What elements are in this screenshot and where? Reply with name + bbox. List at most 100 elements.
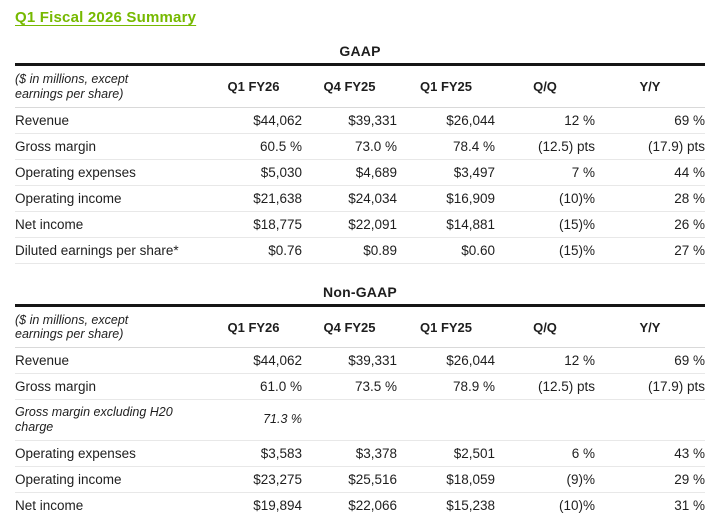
cell-value: (17.9) pts	[595, 133, 705, 160]
cell-value: $5,030	[205, 159, 302, 186]
row-label: Revenue	[15, 107, 205, 134]
non-gaap-section-title: Non-GAAP	[323, 283, 397, 300]
cell-value: (17.9) pts	[595, 373, 705, 400]
cell-value: 43 %	[595, 440, 705, 467]
non-gaap-col-header-q1fy25: Q1 FY25	[397, 305, 495, 348]
table-row: Operating income $21,638 $24,034 $16,909…	[15, 185, 705, 212]
gaap-header-row: ($ in millions, except earnings per shar…	[15, 64, 705, 108]
table-row: Net income $18,775 $22,091 $14,881 (15)%…	[15, 211, 705, 238]
cell-value	[495, 399, 595, 441]
gaap-col-header-yy: Y/Y	[595, 64, 705, 108]
cell-value: 28 %	[595, 185, 705, 212]
cell-value: $39,331	[302, 347, 397, 374]
cell-value: $4,689	[302, 159, 397, 186]
cell-value: $0.89	[302, 237, 397, 264]
cell-value: 7 %	[495, 159, 595, 186]
cell-value: $26,044	[397, 107, 495, 134]
cell-value: 73.0 %	[302, 133, 397, 160]
cell-value: (15)%	[495, 211, 595, 238]
non-gaap-col-header-yy: Y/Y	[595, 305, 705, 348]
non-gaap-header-row: ($ in millions, except earnings per shar…	[15, 305, 705, 348]
cell-value: (10)%	[495, 492, 595, 517]
cell-value: 61.0 %	[205, 373, 302, 400]
row-label: Net income	[15, 492, 205, 517]
table-row: Gross margin excluding H20 charge 71.3 %	[15, 399, 705, 441]
cell-value: 60.5 %	[205, 133, 302, 160]
cell-value: $3,378	[302, 440, 397, 467]
cell-value: 78.4 %	[397, 133, 495, 160]
table-row: Diluted earnings per share* $0.76 $0.89 …	[15, 237, 705, 264]
cell-value	[595, 399, 705, 441]
gaap-col-header-q4fy25: Q4 FY25	[302, 64, 397, 108]
cell-value: (12.5) pts	[495, 373, 595, 400]
cell-value: $19,894	[205, 492, 302, 517]
row-label: Operating expenses	[15, 440, 205, 467]
cell-value: 69 %	[595, 347, 705, 374]
cell-value: $15,238	[397, 492, 495, 517]
cell-value: 29 %	[595, 466, 705, 493]
cell-value: $44,062	[205, 347, 302, 374]
cell-value: $22,066	[302, 492, 397, 517]
row-label: Revenue	[15, 347, 205, 374]
cell-value: $22,091	[302, 211, 397, 238]
row-label: Gross margin excluding H20 charge	[15, 399, 205, 441]
cell-value: $26,044	[397, 347, 495, 374]
table-row: Revenue $44,062 $39,331 $26,044 12 % 69 …	[15, 347, 705, 374]
cell-value: 44 %	[595, 159, 705, 186]
cell-value: $44,062	[205, 107, 302, 134]
gaap-section: GAAP ($ in millions, except earnings per…	[15, 43, 705, 264]
cell-value: $25,516	[302, 466, 397, 493]
cell-value: 71.3 %	[205, 399, 302, 441]
gaap-col-header-q1fy26: Q1 FY26	[205, 64, 302, 108]
row-label: Operating income	[15, 466, 205, 493]
cell-value: $24,034	[302, 185, 397, 212]
cell-value: $39,331	[302, 107, 397, 134]
row-label: Gross margin	[15, 373, 205, 400]
cell-value	[302, 399, 397, 441]
table-row: Operating expenses $5,030 $4,689 $3,497 …	[15, 159, 705, 186]
cell-value: $3,583	[205, 440, 302, 467]
table-row: Operating income $23,275 $25,516 $18,059…	[15, 466, 705, 493]
cell-value: 69 %	[595, 107, 705, 134]
non-gaap-table: ($ in millions, except earnings per shar…	[15, 303, 705, 517]
cell-value: $3,497	[397, 159, 495, 186]
row-label: Gross margin	[15, 133, 205, 160]
row-label: Diluted earnings per share*	[15, 237, 205, 264]
cell-value: $0.60	[397, 237, 495, 264]
cell-value	[397, 399, 495, 441]
cell-value: 12 %	[495, 107, 595, 134]
non-gaap-col-header-qq: Q/Q	[495, 305, 595, 348]
cell-value: 6 %	[495, 440, 595, 467]
table-row: Operating expenses $3,583 $3,378 $2,501 …	[15, 440, 705, 467]
non-gaap-col-header-q1fy26: Q1 FY26	[205, 305, 302, 348]
row-label: Operating expenses	[15, 159, 205, 186]
cell-value: $2,501	[397, 440, 495, 467]
cell-value: $14,881	[397, 211, 495, 238]
gaap-section-title: GAAP	[339, 43, 381, 59]
cell-value: (10)%	[495, 185, 595, 212]
cell-value: 12 %	[495, 347, 595, 374]
gaap-col-header-qq: Q/Q	[495, 64, 595, 108]
cell-value: 26 %	[595, 211, 705, 238]
cell-value: 78.9 %	[397, 373, 495, 400]
page-title-link[interactable]: Q1 Fiscal 2026 Summary	[15, 9, 197, 26]
gaap-unit-note: ($ in millions, except earnings per shar…	[15, 64, 205, 108]
table-row: Revenue $44,062 $39,331 $26,044 12 % 69 …	[15, 107, 705, 134]
cell-value: $21,638	[205, 185, 302, 212]
gaap-table: ($ in millions, except earnings per shar…	[15, 63, 705, 264]
cell-value: $23,275	[205, 466, 302, 493]
cell-value: $18,775	[205, 211, 302, 238]
cell-value: $18,059	[397, 466, 495, 493]
cell-value: (9)%	[495, 466, 595, 493]
cell-value: 73.5 %	[302, 373, 397, 400]
cell-value: 27 %	[595, 237, 705, 264]
cell-value: $16,909	[397, 185, 495, 212]
non-gaap-col-header-q4fy25: Q4 FY25	[302, 305, 397, 348]
cell-value: 31 %	[595, 492, 705, 517]
gaap-col-header-q1fy25: Q1 FY25	[397, 64, 495, 108]
table-row: Net income $19,894 $22,066 $15,238 (10)%…	[15, 492, 705, 517]
table-row: Gross margin 60.5 % 73.0 % 78.4 % (12.5)…	[15, 133, 705, 160]
cell-value: (12.5) pts	[495, 133, 595, 160]
row-label: Operating income	[15, 185, 205, 212]
